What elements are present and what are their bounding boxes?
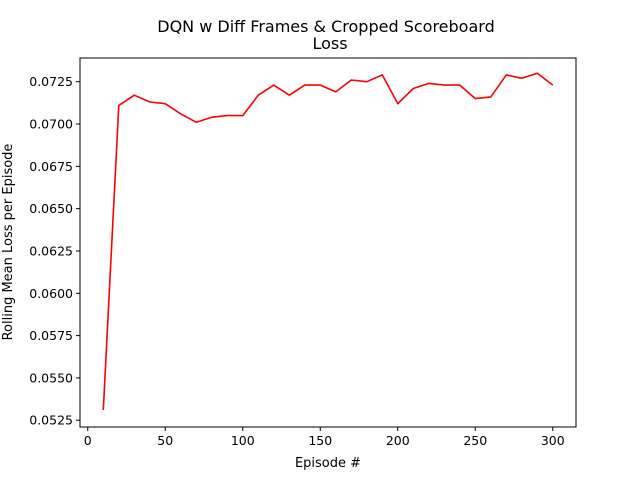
x-tick-label: 0	[84, 433, 92, 448]
y-tick-label: 0.0550	[29, 370, 73, 385]
y-tick-label: 0.0625	[29, 243, 73, 258]
y-tick-label: 0.0725	[29, 74, 73, 89]
y-tick-label: 0.0700	[29, 117, 73, 132]
x-axis-ticks: 0 50 100 150 200 250 300	[84, 427, 565, 448]
x-tick-label: 150	[308, 433, 332, 448]
y-axis-ticks: 0.0525 0.0550 0.0575 0.0600 0.0625 0.0650 0.06…	[29, 74, 80, 428]
series-layer	[102, 72, 554, 411]
y-tick-label: 0.0600	[29, 286, 73, 301]
chart-subtitle: Loss	[312, 34, 347, 53]
x-tick-label: 50	[157, 433, 173, 448]
y-axis-label: Rolling Mean Loss per Episode	[1, 144, 16, 341]
chart-title: DQN w Diff Frames & Cropped Scoreboard	[157, 17, 494, 36]
x-axis-label: Episode #	[295, 456, 361, 471]
plot-area-frame	[79, 57, 577, 428]
x-tick-label: 250	[463, 433, 487, 448]
x-tick-label: 300	[541, 433, 565, 448]
y-tick-label: 0.0575	[29, 328, 73, 343]
x-tick-label: 100	[231, 433, 255, 448]
x-tick-label: 200	[386, 433, 410, 448]
y-tick-label: 0.0525	[29, 413, 73, 428]
series-line	[102, 72, 554, 411]
y-tick-label: 0.0675	[29, 159, 73, 174]
y-tick-label: 0.0650	[29, 201, 73, 216]
